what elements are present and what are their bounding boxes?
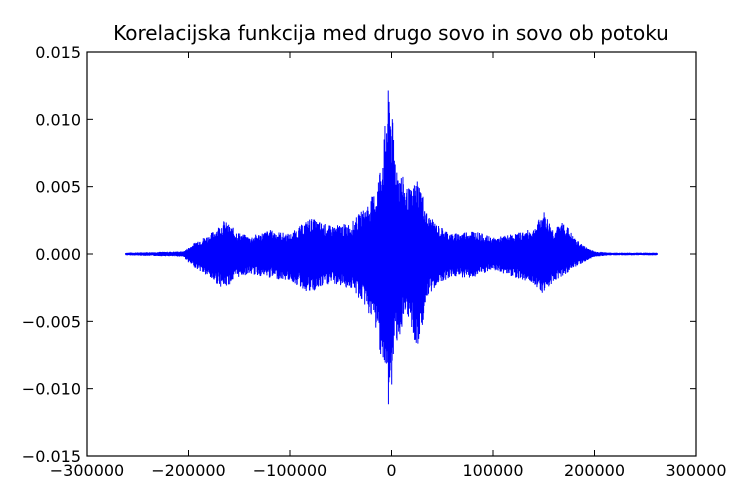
x-tick-label: −300000: [50, 461, 124, 480]
y-tick-label: 0.010: [35, 110, 81, 129]
x-tick-label: −100000: [253, 461, 327, 480]
y-axis: 0.015 0.010 0.005 0.000 −0.005 −0.010 −0.015: [22, 43, 696, 466]
chart-title: Korelacijska funkcija med drugo sovo in …: [113, 21, 669, 45]
x-tick-label: −200000: [151, 461, 225, 480]
y-tick-label: −0.005: [22, 312, 81, 331]
plot-frame: [86, 51, 697, 457]
x-tick-label: 0: [386, 461, 396, 480]
y-tick-label: −0.010: [22, 380, 81, 399]
y-tick-label: 0.000: [35, 245, 81, 264]
y-tick-label: −0.015: [22, 447, 81, 466]
y-tick-label: 0.005: [35, 178, 81, 197]
x-tick-label: 200000: [564, 461, 625, 480]
x-axis: −300000 −200000 −100000 0 100000 200000 300000: [50, 52, 727, 480]
correlation-series-line: [125, 90, 658, 405]
x-tick-label: 300000: [665, 461, 726, 480]
x-tick-label: 100000: [462, 461, 523, 480]
y-tick-label: 0.015: [35, 43, 81, 62]
plot-area: [125, 90, 658, 405]
